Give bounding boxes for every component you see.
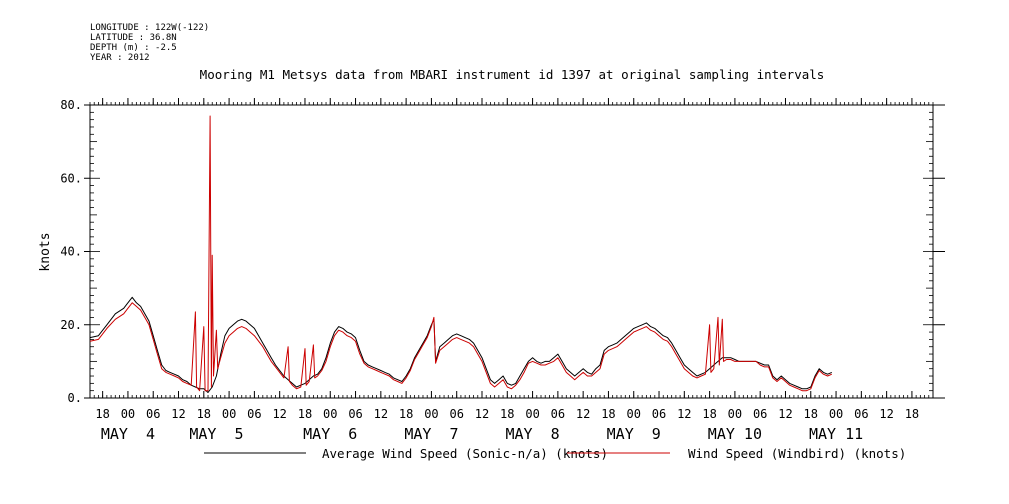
x-tick-label: 18	[399, 407, 413, 421]
y-tick-label: 20.	[60, 318, 82, 332]
series-layer	[89, 115, 832, 393]
x-tick-label: 18	[95, 407, 109, 421]
x-tick-label: 00	[222, 407, 236, 421]
x-tick-label: 00	[121, 407, 135, 421]
x-tick-label: 12	[272, 407, 286, 421]
x-tick-label: 06	[449, 407, 463, 421]
x-tick-label: 18	[804, 407, 818, 421]
meta-line-depth: DEPTH (m) : -2.5	[90, 43, 177, 53]
x-tick-label: 18	[500, 407, 514, 421]
x-tick-label: 12	[677, 407, 691, 421]
x-tick-label: 18	[702, 407, 716, 421]
x-date-label: MAY 7	[404, 425, 458, 443]
y-axis-label: knots	[38, 232, 53, 271]
x-tick-label: 06	[348, 407, 362, 421]
x-tick-label: 18	[298, 407, 312, 421]
y-tick-label: 0.	[68, 391, 82, 405]
chart-title: Mooring M1 Metsys data from MBARI instru…	[200, 67, 825, 82]
x-date-label: MAY 6	[303, 425, 357, 443]
meta-line-year: YEAR : 2012	[90, 53, 150, 63]
x-tick-label: 00	[323, 407, 337, 421]
x-tick-label: 06	[247, 407, 261, 421]
x-date-label: MAY 10	[708, 425, 762, 443]
x-date-label: MAY 4	[101, 425, 155, 443]
axis-ticks-layer	[84, 98, 945, 399]
x-tick-label: 00	[424, 407, 438, 421]
x-tick-label: 00	[525, 407, 539, 421]
x-tick-label: 12	[778, 407, 792, 421]
x-date-label: MAY 11	[809, 425, 863, 443]
x-date-label: MAY 8	[505, 425, 559, 443]
legend-label-windbird: Wind Speed (Windbird) (knots)	[688, 446, 906, 461]
x-tick-label: 18	[197, 407, 211, 421]
x-tick-label: 12	[374, 407, 388, 421]
series-line-windbird-wind-speed	[89, 115, 832, 392]
x-tick-label: 18	[905, 407, 919, 421]
legend-label-average: Average Wind Speed (Sonic-n/a) (knots)	[322, 446, 608, 461]
x-tick-label: 06	[652, 407, 666, 421]
x-tick-label: 12	[576, 407, 590, 421]
x-date-label: MAY 5	[189, 425, 243, 443]
x-date-label: MAY 9	[607, 425, 661, 443]
x-tick-label: 12	[171, 407, 185, 421]
x-tick-label: 06	[854, 407, 868, 421]
y-tick-label: 60.	[60, 171, 82, 185]
x-tick-label: 06	[146, 407, 160, 421]
x-tick-label: 00	[627, 407, 641, 421]
x-tick-label: 00	[728, 407, 742, 421]
tick-labels-layer: 18 00 06 12 18 00 06 12 18 00 06 12 18 00 06 12 18 00 06 12…	[60, 98, 919, 443]
x-tick-label: 12	[879, 407, 893, 421]
meta-line-latitude: LATITUDE : 36.8N	[90, 33, 177, 43]
meta-line-longitude: LONGITUDE : 122W(-122)	[90, 23, 209, 33]
y-tick-label: 40.	[60, 245, 82, 259]
plot-frame	[89, 104, 934, 399]
x-tick-label: 00	[829, 407, 843, 421]
y-tick-label: 80.	[60, 98, 82, 112]
x-tick-label: 12	[475, 407, 489, 421]
x-tick-label: 18	[601, 407, 615, 421]
x-tick-label: 06	[551, 407, 565, 421]
x-tick-label: 06	[753, 407, 767, 421]
